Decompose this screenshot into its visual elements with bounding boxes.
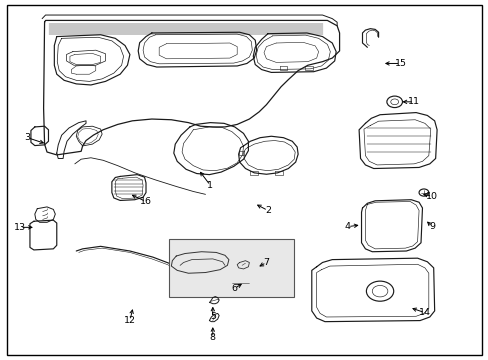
Text: 14: 14 [418, 308, 430, 317]
Text: 11: 11 [407, 97, 419, 106]
Text: 3: 3 [24, 133, 31, 142]
Text: 5: 5 [209, 312, 215, 321]
Text: 7: 7 [263, 258, 269, 267]
Text: 6: 6 [231, 284, 237, 293]
Text: 13: 13 [14, 223, 26, 232]
Text: 2: 2 [264, 206, 270, 215]
Text: 15: 15 [394, 59, 406, 68]
Text: 8: 8 [209, 333, 215, 342]
Text: 12: 12 [123, 316, 136, 325]
Text: 4: 4 [344, 222, 350, 231]
Text: 9: 9 [428, 222, 434, 231]
Text: 10: 10 [426, 192, 437, 201]
Text: 16: 16 [140, 197, 152, 206]
Text: 1: 1 [207, 181, 213, 190]
Bar [168, 239, 294, 297]
